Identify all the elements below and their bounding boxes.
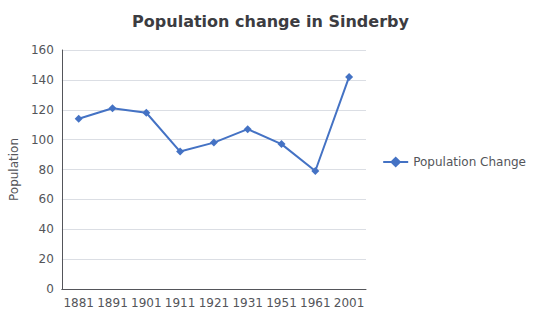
svg-text:1961: 1961 [300, 296, 331, 310]
svg-text:2001: 2001 [334, 296, 365, 310]
svg-text:120: 120 [31, 103, 54, 117]
svg-text:1891: 1891 [97, 296, 128, 310]
svg-text:40: 40 [39, 222, 54, 236]
svg-text:1911: 1911 [165, 296, 196, 310]
svg-text:140: 140 [31, 73, 54, 87]
svg-text:1921: 1921 [199, 296, 230, 310]
svg-text:160: 160 [31, 43, 54, 57]
svg-text:Population Change: Population Change [413, 155, 526, 169]
svg-text:20: 20 [39, 252, 54, 266]
svg-text:Population: Population [7, 138, 21, 201]
svg-text:1931: 1931 [232, 296, 263, 310]
svg-text:60: 60 [39, 192, 54, 206]
svg-text:0: 0 [46, 282, 54, 296]
svg-text:1881: 1881 [63, 296, 94, 310]
svg-text:80: 80 [39, 163, 54, 177]
svg-text:Population change in Sinderby: Population change in Sinderby [132, 12, 409, 31]
svg-text:100: 100 [31, 133, 54, 147]
svg-text:1951: 1951 [266, 296, 297, 310]
svg-text:1901: 1901 [131, 296, 162, 310]
